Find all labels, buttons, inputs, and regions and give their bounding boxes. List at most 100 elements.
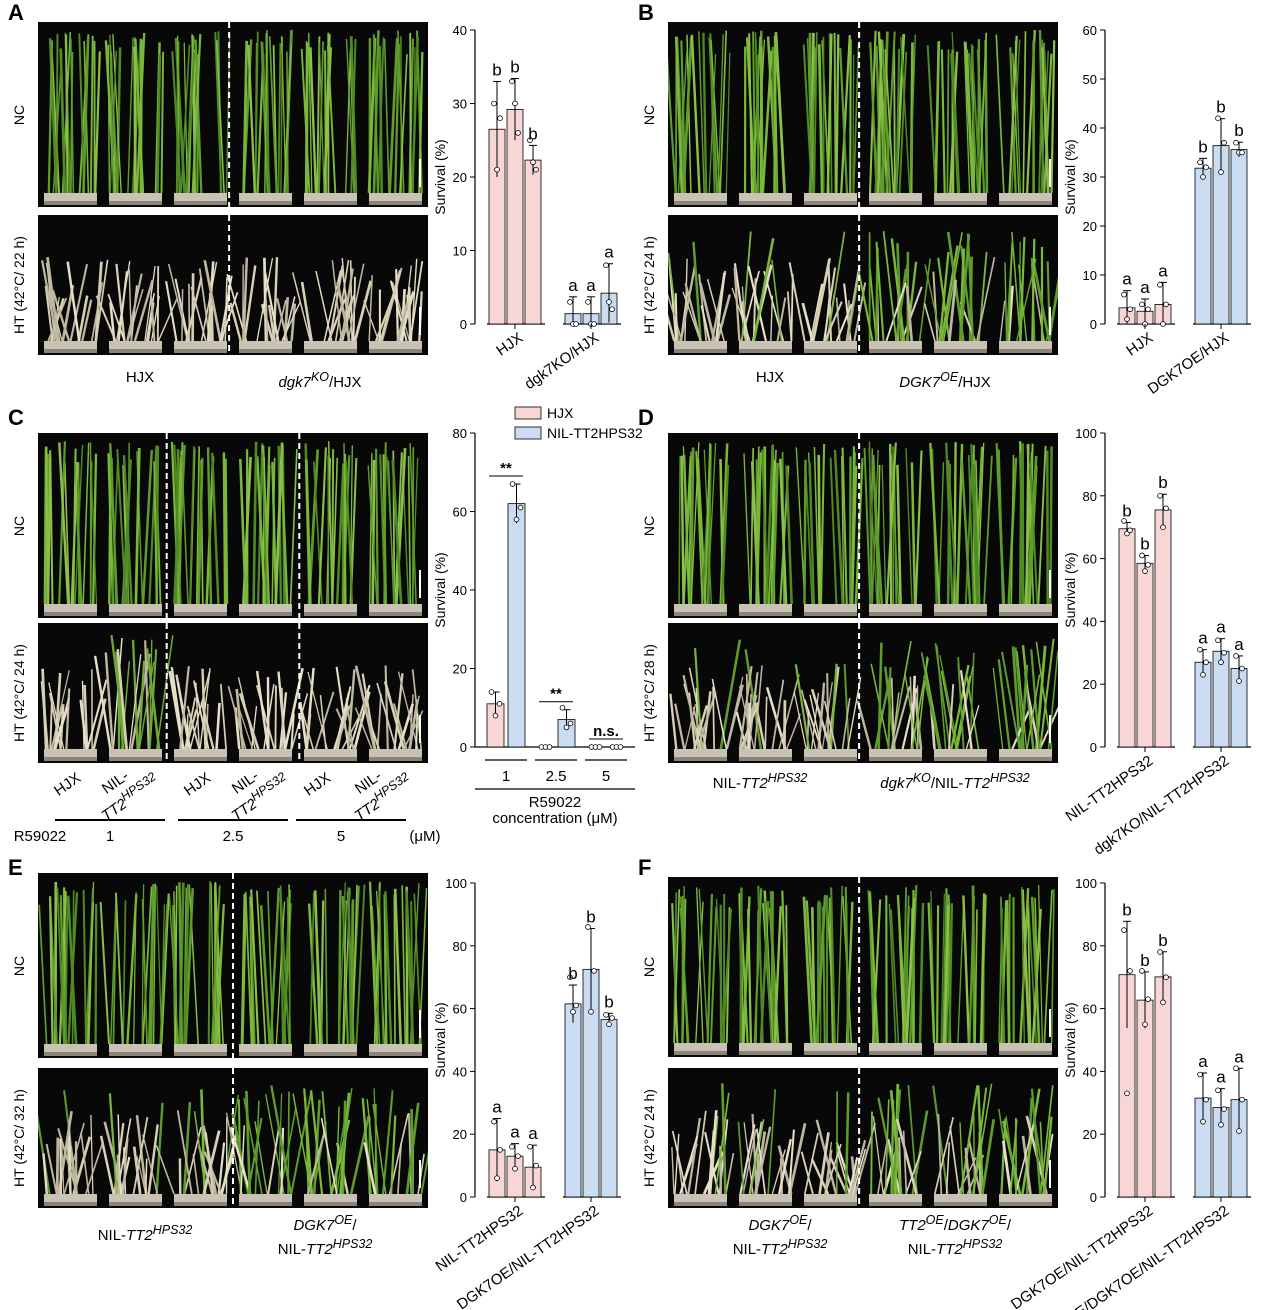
plant-blade (347, 887, 353, 1045)
data-point (609, 1015, 615, 1021)
group-label-1: HJX (125, 369, 155, 386)
plant-blade (112, 637, 123, 750)
data-point (1203, 1096, 1209, 1103)
plant-blade (1018, 452, 1023, 605)
seedling-tray (934, 1043, 987, 1053)
plant-blade (853, 282, 867, 342)
plant-blade (950, 664, 970, 750)
plant-blade (677, 51, 688, 194)
plant-blade (995, 34, 1005, 194)
significance-letter: b (510, 58, 519, 77)
plant-blade (384, 891, 393, 1045)
data-point (1121, 518, 1127, 524)
plant-blade (128, 654, 142, 750)
plant-blade (70, 38, 75, 194)
plant-blade (830, 887, 836, 1044)
plant-blade (1014, 647, 1025, 750)
plant-blade (268, 36, 278, 194)
sig-label: n.s. (593, 723, 619, 740)
seedling-tray (739, 604, 792, 614)
x-group-label: dgk7KO/HJX (522, 329, 603, 393)
seedling-tray (804, 604, 857, 614)
data-point (606, 1021, 612, 1028)
plant-blade (748, 33, 753, 194)
plant-blade (304, 459, 312, 605)
plant-blade (99, 1135, 115, 1195)
plant-blade (267, 891, 274, 1045)
plant-blade (932, 1085, 949, 1195)
plant-blade (349, 1115, 370, 1195)
plant-blade (844, 886, 850, 1044)
panel-letter: D (638, 405, 654, 430)
plant-photo-art (40, 623, 424, 763)
significance-letter: a (1198, 1052, 1208, 1071)
plant-blade (347, 263, 365, 342)
plant-blade (280, 1127, 285, 1195)
plant-blade (999, 896, 1005, 1044)
plant-blade (1030, 1088, 1042, 1195)
survival-chart-a: Survival (%) 0 10 20 30 40 b b b HJX a a a dgk7KO/HJX (430, 0, 640, 420)
plant-blade (719, 30, 728, 194)
plant-blade (155, 1102, 164, 1195)
plant-blade (677, 1153, 684, 1195)
plant-blade (52, 706, 69, 750)
category-label: 5 (602, 768, 610, 785)
plant-blade (267, 304, 276, 342)
plant-blade (957, 897, 965, 1044)
plant-blade (95, 295, 117, 342)
plant-blade (214, 32, 223, 194)
panel-letter: C (8, 405, 24, 430)
plant-blade (839, 48, 849, 194)
tray-base (999, 349, 1052, 353)
plant-photo-art (671, 877, 1055, 1057)
plant-blade (81, 680, 85, 750)
tray-base (369, 1202, 422, 1206)
tray-base (934, 201, 987, 205)
seedling-tray (999, 193, 1052, 203)
plant-blade (948, 903, 954, 1044)
plant-blade (813, 446, 820, 605)
plant-photo-art (668, 22, 1056, 207)
plant-blade (1026, 674, 1041, 750)
data-point (1121, 291, 1127, 298)
y-tick-label: 20 (1083, 1127, 1097, 1142)
significance-letter: a (492, 1098, 502, 1117)
plant-blade (753, 665, 763, 750)
data-point (1239, 1096, 1245, 1103)
seedling-tray (739, 341, 792, 351)
plant-blade (401, 885, 407, 1045)
plant-blade (229, 302, 242, 342)
seedling-tray (304, 193, 357, 203)
plant-blade (99, 901, 110, 1045)
plant-blade (81, 299, 93, 342)
seedling-tray (674, 604, 727, 614)
y-axis-label: Survival (%) (1062, 552, 1078, 627)
plant-blade (680, 455, 685, 605)
plant-blade (882, 230, 898, 342)
plant-blade (698, 31, 705, 194)
plant-blade (389, 280, 408, 342)
plant-blade (178, 882, 184, 1045)
data-point (573, 321, 579, 327)
tray-base (739, 757, 792, 761)
seedling-tray (934, 341, 987, 351)
plant-blade (946, 49, 950, 194)
plant-blade (684, 282, 702, 342)
plant-blade (368, 881, 378, 1045)
tray-base (109, 757, 162, 761)
survival-chart-b: Survival (%) 0 10 20 30 40 50 60 a a a HJX b b b DGK7OE… (1060, 0, 1270, 420)
data-point (1221, 650, 1227, 656)
data-point (1236, 1128, 1242, 1134)
y-tick-label: 40 (1083, 614, 1097, 629)
data-point (603, 1012, 609, 1018)
seedling-tray (369, 1044, 422, 1054)
group-label-2: dgk7KO/HJX (278, 370, 362, 391)
plant-blade (168, 895, 179, 1045)
plant-blade (916, 656, 929, 750)
plant-blade (66, 261, 81, 342)
plant-blade (239, 458, 248, 605)
plant-blade (133, 279, 154, 342)
data-point (606, 299, 612, 305)
data-point (509, 78, 515, 85)
